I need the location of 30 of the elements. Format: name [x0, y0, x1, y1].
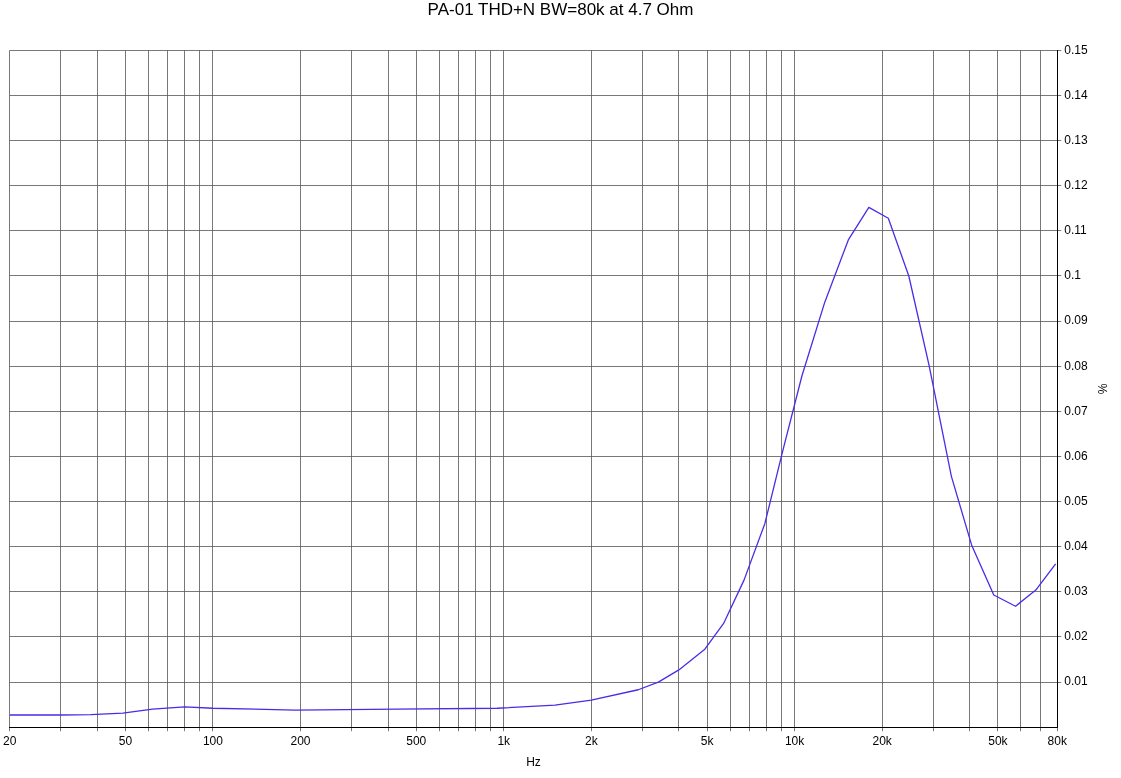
y-tick-label: 0.02	[1064, 629, 1088, 644]
y-tick-label: 0.01	[1064, 674, 1088, 689]
chart-title: PA-01 THD+N BW=80k at 4.7 Ohm	[427, 0, 694, 19]
x-tick-label: 100	[202, 733, 224, 748]
x-tick-label: 5k	[700, 733, 715, 748]
y-tick-label: 0.05	[1064, 493, 1088, 508]
x-tick-label: 80k	[1047, 733, 1068, 748]
y-tick-label: 0.1	[1064, 268, 1082, 283]
x-tick-label: 10k	[784, 733, 806, 748]
y-tick-label: 0.07	[1064, 403, 1088, 418]
y-tick-label: 0.04	[1064, 539, 1088, 554]
x-tick-label: 2k	[584, 733, 599, 748]
y-tick-label: 0.08	[1064, 358, 1088, 373]
y-tick-label: 0.12	[1064, 178, 1088, 193]
y-tick-label: 0.13	[1064, 132, 1088, 147]
x-tick-label: 50k	[988, 733, 1009, 748]
x-axis-title: Hz	[526, 755, 541, 770]
x-tick-label: 20k	[872, 733, 893, 748]
y-axis-title: %	[1095, 383, 1110, 395]
y-tick-label: 0.11	[1064, 223, 1088, 238]
x-tick-label: 200	[290, 733, 311, 748]
y-tick-label: 0.14	[1064, 87, 1088, 102]
y-tick-label: 0.06	[1064, 448, 1088, 463]
x-tick-label: 50	[118, 733, 133, 748]
y-tick-label: 0.09	[1064, 313, 1088, 328]
x-tick-label: 1k	[497, 733, 512, 748]
x-tick-label: 500	[406, 733, 427, 748]
y-tick-label: 0.03	[1064, 584, 1088, 599]
x-tick-label: 20	[2, 733, 17, 748]
y-tick-label: 0.15	[1064, 42, 1088, 57]
